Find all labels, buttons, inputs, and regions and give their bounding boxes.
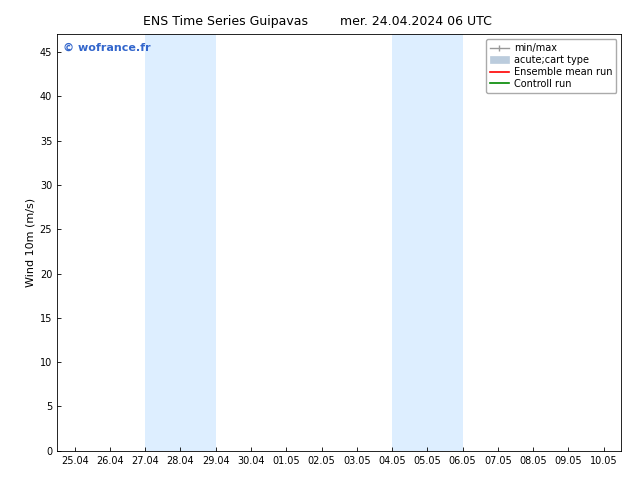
Text: © wofrance.fr: © wofrance.fr <box>63 43 150 52</box>
Legend: min/max, acute;cart type, Ensemble mean run, Controll run: min/max, acute;cart type, Ensemble mean … <box>486 39 616 93</box>
Y-axis label: Wind 10m (m/s): Wind 10m (m/s) <box>25 198 36 287</box>
Text: ENS Time Series Guipavas        mer. 24.04.2024 06 UTC: ENS Time Series Guipavas mer. 24.04.2024… <box>143 15 491 28</box>
Bar <box>145 34 216 451</box>
Bar <box>392 34 463 451</box>
